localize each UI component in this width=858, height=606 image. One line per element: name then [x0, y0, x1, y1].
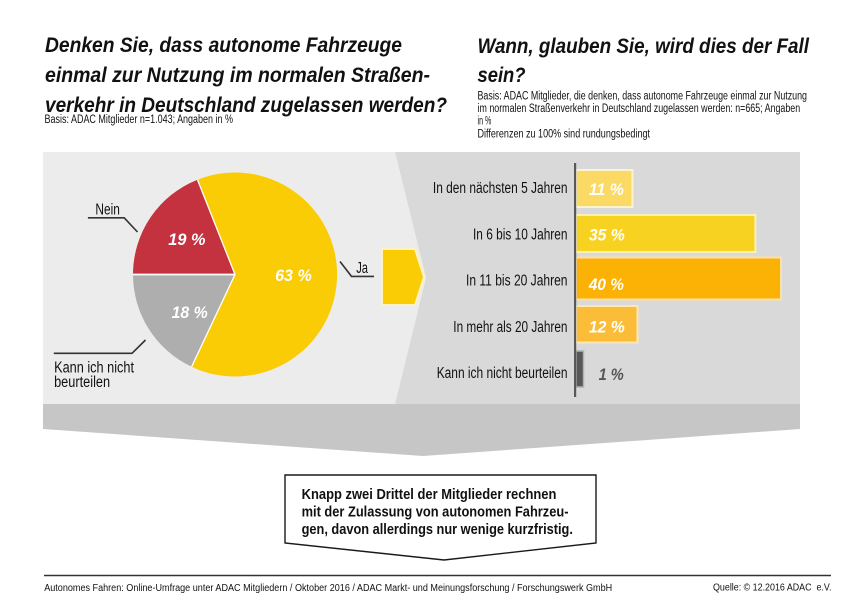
svg-text:Autonomes Fahren: Online-Umfra: Autonomes Fahren: Online-Umfrage unter A… [44, 583, 612, 594]
svg-text:In den nächsten 5 Jahren: In den nächsten 5 Jahren [433, 180, 568, 197]
svg-text:Denken Sie, dass autonome Fahr: Denken Sie, dass autonome Fahrzeuge [45, 33, 402, 57]
svg-text:35 %: 35 % [589, 226, 625, 245]
svg-text:In 6 bis 10 Jahren: In 6 bis 10 Jahren [473, 226, 568, 243]
svg-text:63 %: 63 % [275, 266, 312, 285]
svg-text:Kann ich nicht: Kann ich nicht [54, 360, 134, 377]
svg-text:mit der Zulassung von autonome: mit der Zulassung von autonomen Fahrzeu- [302, 504, 569, 521]
svg-text:in %: in % [478, 116, 492, 128]
svg-text:im normalen Straßenverkehr in: im normalen Straßenverkehr in Deutschlan… [478, 103, 801, 115]
svg-text:Nein: Nein [95, 201, 120, 218]
svg-text:40 %: 40 % [588, 275, 624, 294]
svg-text:18 %: 18 % [172, 303, 208, 322]
svg-text:beurteilen: beurteilen [54, 374, 110, 391]
svg-text:einmal zur Nutzung im normalen: einmal zur Nutzung im normalen Straßen- [45, 63, 430, 87]
svg-text:Kann ich nicht beurteilen: Kann ich nicht beurteilen [437, 365, 568, 382]
svg-text:Quelle: © 12.2016 ADAC e.V.: Quelle: © 12.2016 ADAC e.V. [713, 583, 832, 594]
svg-text:12 %: 12 % [589, 317, 625, 336]
svg-text:In mehr als 20 Jahren: In mehr als 20 Jahren [453, 319, 567, 336]
svg-text:gen, davon allerdings nur weni: gen, davon allerdings nur wenige kurzfri… [302, 521, 573, 538]
svg-text:Wann, glauben Sie, wird dies d: Wann, glauben Sie, wird dies der Fall [478, 34, 810, 58]
svg-text:Ja: Ja [356, 260, 368, 277]
svg-text:Knapp zwei Drittel der Mitglie: Knapp zwei Drittel der Mitglieder rechne… [302, 486, 557, 503]
svg-text:1 %: 1 % [599, 365, 624, 384]
svg-text:11 %: 11 % [589, 180, 624, 199]
svg-text:Differenzen zu 100% sind rundu: Differenzen zu 100% sind rundungsbedingt [478, 128, 651, 140]
svg-text:In 11 bis 20 Jahren: In 11 bis 20 Jahren [466, 272, 568, 289]
svg-text:Basis: ADAC Mitglieder n=1.043: Basis: ADAC Mitglieder n=1.043; Angaben … [45, 114, 234, 126]
svg-text:Basis: ADAC Mitglieder, die de: Basis: ADAC Mitglieder, die denken, dass… [478, 90, 808, 102]
svg-text:sein?: sein? [478, 63, 526, 87]
svg-text:19 %: 19 % [168, 230, 205, 249]
svg-text:verkehr in Deutschland zugelas: verkehr in Deutschland zugelassen werden… [45, 93, 447, 117]
